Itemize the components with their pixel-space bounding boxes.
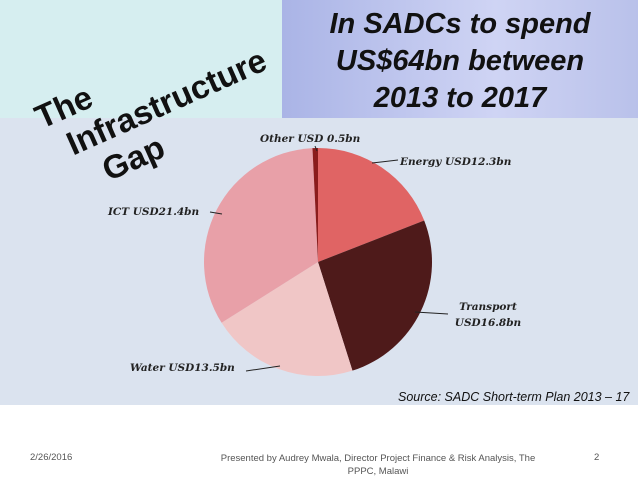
source: Source: SADC Short-term Plan 2013 – 17 — [398, 390, 630, 404]
leader-line — [371, 159, 399, 164]
pie-label: Water USD13.5bn — [130, 362, 235, 374]
leader-line — [209, 211, 223, 215]
footer-page: 2 — [594, 452, 600, 463]
headline-panel — [282, 0, 638, 118]
leader-line — [245, 365, 281, 372]
pie-label: Transport USD16.8bn — [454, 301, 522, 329]
pie-label: ICT USD21.4bn — [108, 206, 200, 218]
pie-label: Energy USD12.3bn — [400, 156, 512, 168]
pie-slice — [312, 148, 318, 262]
footer-presenter: Presented by Audrey Mwala, Director Proj… — [220, 453, 536, 477]
headline: 2013 to 2017 — [373, 82, 547, 114]
pie-slice — [318, 220, 432, 371]
pie-slice — [318, 148, 425, 262]
pie-slice — [204, 148, 318, 323]
footer-date: 2/26/2016 — [30, 452, 73, 463]
headline: In SADCs to spend — [329, 8, 591, 40]
leader-line — [314, 145, 318, 152]
headline: US$64bn between — [335, 45, 585, 77]
corner-panel — [0, 0, 282, 118]
pie-slice — [221, 262, 353, 376]
leader-line — [414, 311, 449, 315]
pie-label: Other USD 0.5bn — [260, 133, 361, 145]
